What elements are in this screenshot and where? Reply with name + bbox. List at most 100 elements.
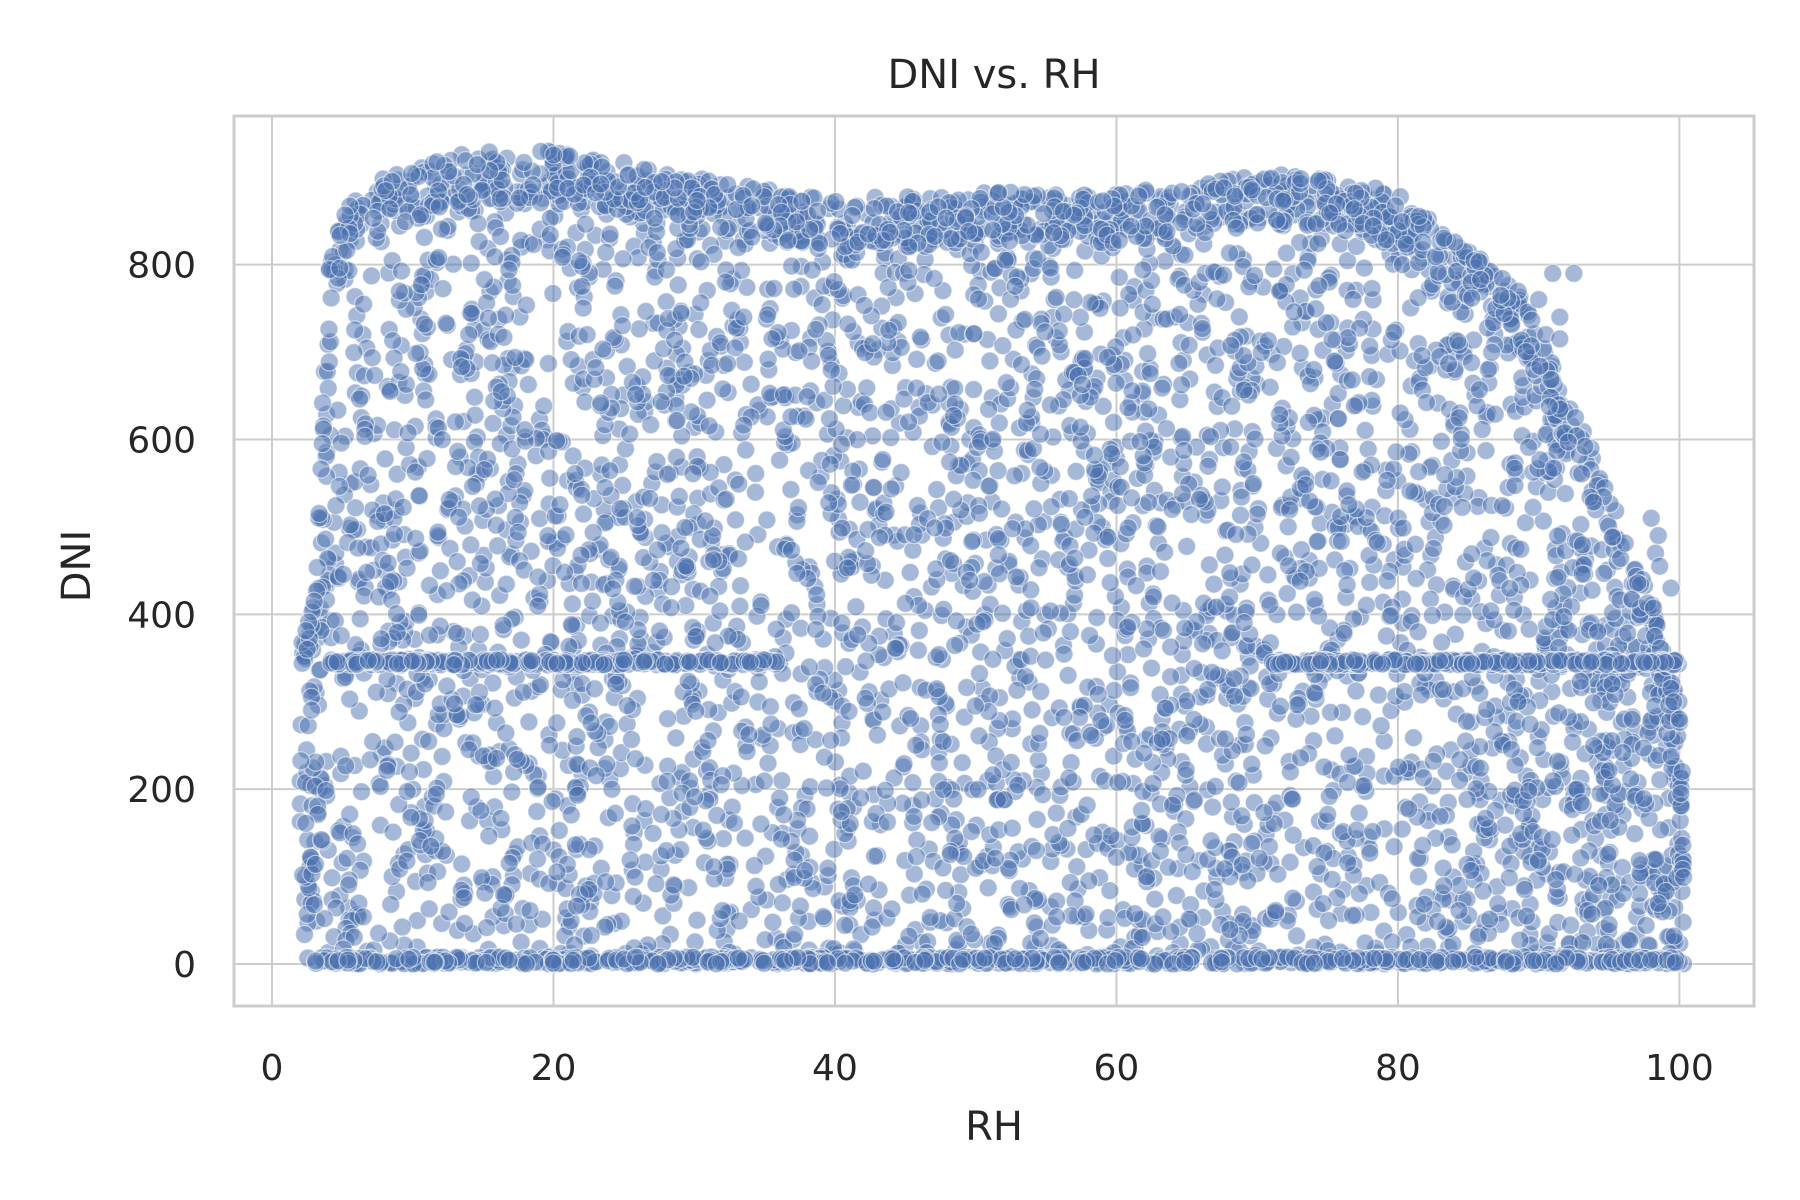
data-point — [549, 820, 569, 841]
data-point — [1412, 835, 1433, 856]
data-point — [1230, 505, 1251, 525]
data-point — [839, 701, 859, 722]
data-point — [1007, 680, 1027, 700]
data-point — [530, 508, 550, 529]
data-point — [716, 489, 736, 509]
data-point — [1213, 265, 1234, 285]
data-point — [1076, 904, 1096, 924]
data-point — [1661, 746, 1681, 767]
data-point — [1130, 432, 1150, 452]
data-point — [1358, 439, 1378, 459]
data-point — [842, 205, 862, 226]
data-point — [1344, 396, 1365, 416]
data-point — [1212, 641, 1232, 661]
data-point — [567, 785, 588, 805]
data-point — [751, 814, 771, 834]
data-point — [1572, 564, 1592, 584]
data-point — [698, 730, 718, 751]
data-point — [566, 896, 587, 916]
data-point — [1179, 335, 1199, 355]
data-point — [1457, 789, 1477, 810]
data-point — [1207, 289, 1227, 309]
data-point — [1321, 471, 1341, 491]
data-point — [470, 553, 490, 574]
data-point — [1399, 799, 1419, 819]
data-point — [514, 152, 534, 173]
data-point — [1633, 738, 1654, 758]
data-point — [1278, 556, 1299, 576]
data-point — [496, 574, 516, 594]
data-point — [348, 538, 368, 558]
data-point — [1298, 412, 1319, 432]
data-point — [1120, 677, 1141, 698]
data-point — [572, 276, 592, 296]
data-point — [1192, 634, 1213, 654]
data-point — [491, 382, 511, 402]
data-point — [850, 492, 870, 512]
data-point — [1229, 773, 1249, 793]
data-point — [1629, 883, 1650, 904]
data-point — [556, 525, 576, 545]
data-point — [1360, 843, 1380, 863]
data-point — [704, 857, 724, 877]
data-point — [1384, 322, 1404, 342]
data-point — [873, 450, 893, 470]
data-point — [1386, 442, 1406, 462]
data-point — [1088, 684, 1108, 704]
data-point — [671, 538, 691, 558]
data-point — [1673, 835, 1693, 855]
data-point — [1261, 168, 1282, 188]
data-point — [1449, 408, 1469, 428]
data-point — [431, 219, 452, 239]
data-point — [354, 294, 374, 314]
data-point — [735, 828, 755, 848]
data-point — [1430, 806, 1450, 827]
data-point — [620, 424, 640, 444]
data-point — [600, 461, 620, 481]
data-point — [904, 524, 924, 545]
data-point — [1629, 850, 1649, 871]
data-point — [411, 275, 431, 295]
data-point — [1367, 532, 1387, 553]
data-point — [666, 447, 687, 467]
data-point — [906, 847, 927, 867]
data-point — [1438, 354, 1459, 374]
data-point — [1026, 840, 1046, 861]
data-point — [749, 672, 769, 692]
data-point — [1646, 849, 1666, 870]
data-point — [788, 497, 809, 518]
data-point — [1097, 347, 1118, 367]
data-point — [401, 743, 421, 763]
data-point — [821, 730, 841, 751]
data-point — [477, 917, 497, 938]
data-point — [1276, 243, 1297, 263]
data-point — [995, 250, 1015, 270]
data-point — [502, 275, 523, 296]
data-point — [539, 735, 560, 755]
data-point — [1138, 492, 1159, 512]
data-point — [1004, 466, 1025, 486]
data-point — [1269, 404, 1290, 425]
data-point — [1613, 742, 1633, 763]
data-point — [734, 307, 754, 327]
data-point — [1434, 875, 1454, 896]
data-point — [1075, 349, 1095, 369]
data-point — [391, 261, 412, 281]
data-point — [401, 185, 421, 205]
data-point — [742, 227, 762, 247]
data-point — [806, 619, 826, 640]
data-point — [1129, 186, 1149, 206]
data-point — [768, 874, 788, 895]
data-point — [312, 434, 332, 454]
data-point — [664, 875, 684, 895]
data-point — [1098, 908, 1118, 928]
data-point — [1461, 860, 1481, 881]
data-point — [1562, 825, 1582, 845]
data-point — [1025, 379, 1045, 399]
data-point — [771, 829, 792, 849]
data-point — [854, 295, 874, 316]
data-point — [1254, 802, 1274, 823]
data-point — [1054, 644, 1074, 664]
data-point — [867, 725, 888, 745]
data-point — [900, 708, 921, 729]
